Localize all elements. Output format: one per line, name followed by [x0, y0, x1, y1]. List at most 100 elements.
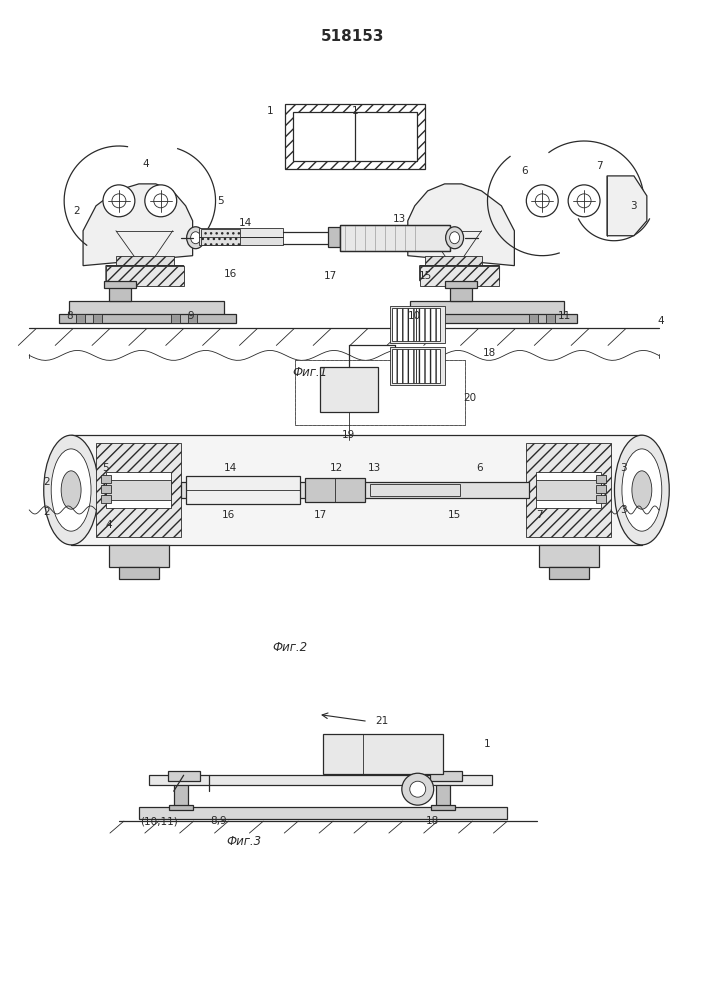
Text: 17: 17: [324, 271, 337, 281]
Text: 1: 1: [267, 106, 274, 116]
Text: 6: 6: [477, 463, 483, 473]
Ellipse shape: [614, 435, 670, 545]
Text: 7: 7: [596, 161, 602, 171]
Text: 14: 14: [239, 218, 252, 228]
Text: 19: 19: [341, 430, 355, 440]
Circle shape: [112, 194, 126, 208]
Ellipse shape: [187, 227, 204, 249]
Bar: [69, 301, 223, 315]
Text: 10: 10: [408, 311, 421, 321]
Text: 2: 2: [43, 507, 49, 517]
Text: 11: 11: [558, 311, 571, 321]
Bar: [186, 476, 300, 504]
Bar: [323, 734, 443, 774]
Bar: [410, 301, 564, 315]
Text: 5: 5: [103, 463, 110, 473]
Text: 1: 1: [351, 106, 358, 116]
Bar: [116, 256, 174, 274]
Text: 8: 8: [66, 311, 72, 321]
Bar: [340, 225, 450, 251]
Bar: [415, 314, 423, 323]
Text: 20: 20: [463, 393, 476, 403]
Ellipse shape: [44, 435, 98, 545]
Bar: [392, 349, 416, 383]
Bar: [148, 775, 493, 785]
Text: (10,11): (10,11): [140, 816, 177, 826]
Bar: [450, 286, 472, 301]
Bar: [537, 480, 601, 500]
Bar: [416, 308, 440, 341]
Text: 16: 16: [224, 269, 237, 279]
Text: 8,9: 8,9: [210, 816, 227, 826]
Bar: [400, 314, 577, 323]
Text: 12: 12: [329, 463, 343, 473]
Text: 18: 18: [426, 816, 439, 826]
Text: 3: 3: [621, 463, 627, 473]
Text: 4: 4: [658, 316, 664, 326]
Bar: [416, 349, 440, 383]
Circle shape: [103, 185, 135, 217]
Text: Фиг.2: Фиг.2: [273, 641, 308, 654]
Text: 5: 5: [217, 196, 224, 206]
Bar: [93, 314, 102, 323]
Text: Фиг.1: Фиг.1: [293, 366, 328, 379]
Bar: [320, 367, 378, 412]
Bar: [305, 478, 365, 502]
Polygon shape: [420, 266, 499, 286]
Text: 13: 13: [368, 463, 382, 473]
Bar: [596, 485, 606, 493]
Text: 21: 21: [375, 716, 389, 726]
Polygon shape: [408, 184, 515, 266]
Bar: [174, 781, 187, 807]
Bar: [187, 314, 197, 323]
Text: 17: 17: [313, 510, 327, 520]
Text: 2: 2: [43, 477, 49, 487]
Circle shape: [402, 773, 433, 805]
Bar: [109, 545, 169, 567]
Polygon shape: [607, 176, 647, 236]
Text: 4: 4: [105, 520, 112, 530]
Text: 13: 13: [393, 214, 407, 224]
Bar: [59, 314, 236, 323]
Bar: [139, 807, 508, 819]
Bar: [530, 314, 538, 323]
Bar: [420, 266, 499, 286]
Bar: [101, 495, 111, 503]
Text: 3: 3: [631, 201, 637, 211]
Bar: [296, 360, 464, 425]
Bar: [436, 781, 450, 807]
Circle shape: [577, 194, 591, 208]
Circle shape: [145, 185, 177, 217]
Text: 3: 3: [621, 505, 627, 515]
Bar: [432, 314, 440, 323]
Circle shape: [535, 194, 549, 208]
Bar: [293, 112, 416, 161]
Text: 7: 7: [536, 510, 542, 520]
Text: 15: 15: [448, 510, 461, 520]
Text: 18: 18: [483, 348, 496, 358]
Bar: [119, 567, 159, 579]
Bar: [101, 485, 111, 493]
Bar: [537, 472, 601, 508]
Ellipse shape: [450, 232, 460, 244]
Bar: [392, 308, 416, 341]
Bar: [76, 314, 85, 323]
Bar: [390, 347, 445, 385]
Bar: [340, 225, 450, 251]
Bar: [106, 480, 170, 500]
Bar: [547, 314, 555, 323]
Bar: [168, 771, 199, 781]
Bar: [170, 314, 180, 323]
Bar: [201, 229, 240, 245]
Bar: [211, 484, 300, 496]
Bar: [596, 495, 606, 503]
Bar: [549, 567, 589, 579]
Ellipse shape: [445, 227, 464, 249]
Text: 518153: 518153: [321, 29, 385, 44]
Bar: [539, 545, 599, 567]
Bar: [169, 805, 192, 810]
Bar: [71, 435, 642, 545]
Bar: [104, 281, 136, 288]
Bar: [445, 281, 477, 288]
Bar: [181, 482, 530, 498]
